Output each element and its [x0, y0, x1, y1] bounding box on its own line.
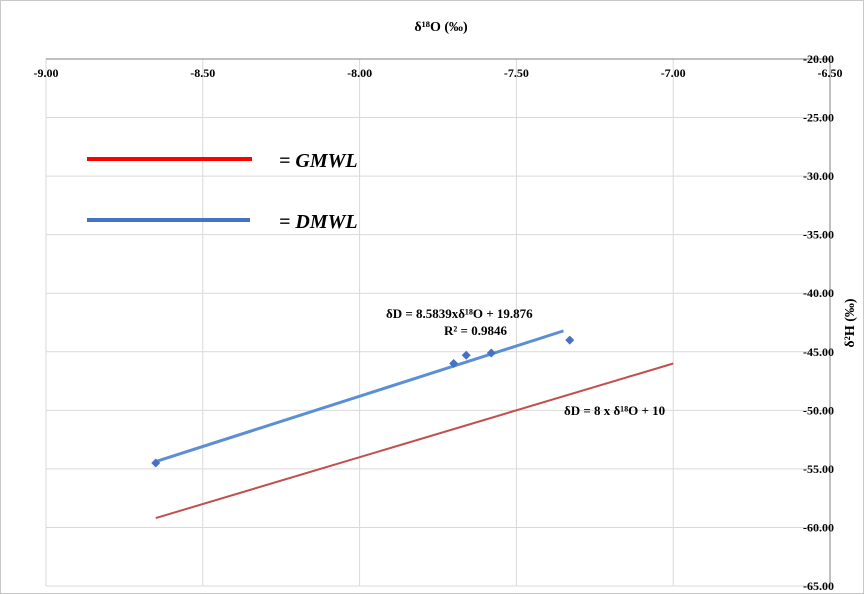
x-tick-label: -6.50: [818, 66, 843, 80]
legend-gmwl-label: = GMWL: [279, 150, 358, 172]
y-tick-label: -25.00: [803, 111, 834, 125]
x-tick-label: -8.50: [190, 66, 215, 80]
y-axis-title: δ²H (‰): [843, 298, 858, 348]
y-tick-label: -40.00: [803, 286, 834, 300]
y-tick-label: -60.00: [803, 520, 834, 534]
y-tick-label: -55.00: [803, 462, 834, 476]
x-tick-label: -9.00: [34, 66, 59, 80]
y-tick-label: -35.00: [803, 228, 834, 242]
data-point: [151, 458, 161, 468]
x-tick-label: -7.00: [661, 66, 686, 80]
data-points: [151, 335, 575, 468]
y-tick-label: -45.00: [803, 345, 834, 359]
dmwl-equation: δD = 8.5839xδ¹⁸O + 19.876: [386, 306, 533, 321]
gmwl-line: [155, 362, 674, 520]
data-point: [565, 335, 575, 345]
data-point: [486, 348, 496, 358]
x-axis-title: δ¹⁸O (‰): [414, 20, 468, 35]
x-tick-label: -8.00: [347, 66, 372, 80]
x-tick-label: -7.50: [504, 66, 529, 80]
y-tick-label: -30.00: [803, 169, 834, 183]
data-point: [461, 350, 471, 360]
legend-dmwl-label: = DMWL: [279, 211, 358, 233]
y-tick-label: -65.00: [803, 579, 834, 593]
dmwl-r-squared: R² = 0.9846: [444, 323, 507, 338]
x-tick-labels: -9.00 -8.50 -8.00 -7.50 -7.00 -6.50: [34, 66, 843, 80]
y-tick-label: -20.00: [803, 52, 834, 66]
trend-lines: [155, 329, 674, 520]
legend: = GMWL = DMWL: [87, 150, 358, 233]
grid: [45, 58, 831, 587]
y-tick-label: -50.00: [803, 403, 834, 417]
data-point: [449, 358, 459, 368]
y-tick-labels: -20.00 -25.00 -30.00 -35.00 -40.00 -45.00 -50.…: [803, 52, 834, 593]
gmwl-equation: δD = 8 x δ¹⁸O + 10: [564, 403, 665, 418]
